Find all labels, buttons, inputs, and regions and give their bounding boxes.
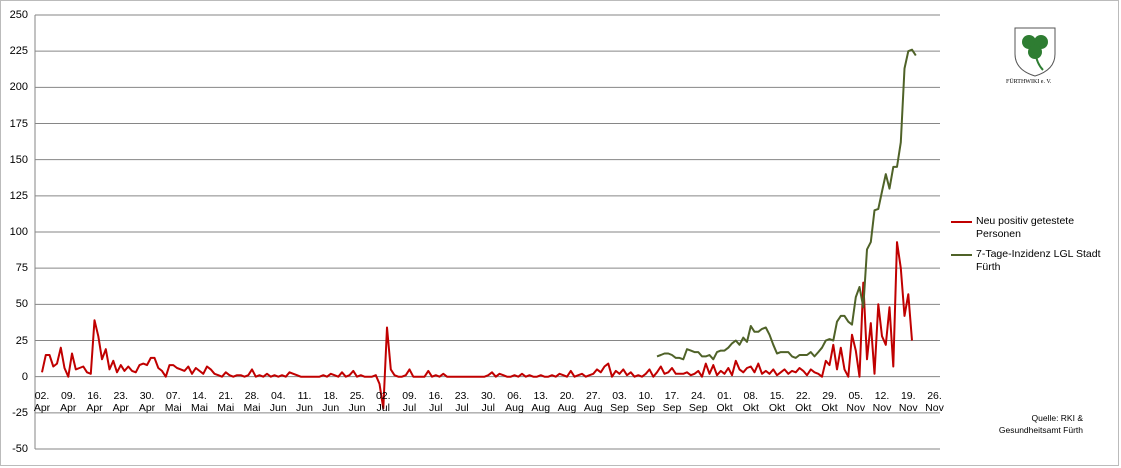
x-tick-label: 24. Sep [688,389,708,414]
y-tick-label: -50 [12,443,28,455]
x-tick-label: 10. Sep [636,389,656,414]
y-tick-label: 75 [15,262,28,275]
x-tick-label: 06. Aug [505,389,524,414]
y-tick-label: 150 [9,153,28,166]
x-tick-label: 21. Mai [217,389,235,414]
x-tick-label: 08. Okt [742,389,759,414]
x-tick-label: 02. Jul [375,389,391,414]
x-tick-label: 28. Mai [243,389,261,414]
y-tick-label: 50 [15,298,28,311]
x-tick-label: 23. Apr [112,389,129,414]
logo-text: FÜRTHWIKI e. V. [1006,79,1052,85]
x-tick-label: 30. Jul [480,389,496,414]
logo [1014,27,1056,77]
x-tick-label: 11. Jun [296,389,313,414]
y-tick-label: -25 [12,406,28,419]
source-line: Quelle: RKI & [1031,413,1084,423]
y-tick-label: 225 [9,45,28,58]
y-tick-label: 25 [15,334,28,347]
source-line: Gesundheitsamt Fürth [998,425,1083,435]
x-tick-label: 14. Mai [191,389,208,414]
x-tick-label: 09. Jul [402,389,417,414]
x-tick-label: 27. Aug [583,389,603,414]
x-tick-label: 12. Nov [872,389,892,414]
x-tick-label: 19. Nov [898,389,918,414]
legend-label: Neu positiv getestete Personen [976,215,1075,240]
y-tick-label: 200 [9,81,28,94]
x-tick-label: 15. Okt [768,389,786,414]
x-tick-label: 25. Jun [348,389,366,414]
y-tick-label: 100 [9,226,28,238]
series-line [41,241,913,410]
x-tick-label: 17. Sep [662,389,682,414]
y-tick-label: 175 [9,117,28,130]
y-tick-label: 250 [9,9,28,21]
x-tick-label: 16. Jul [428,389,444,414]
legend-label: 7-Tage-Inzidenz LGL Stadt Fürth [976,248,1101,273]
x-tick-label: 22. Okt [795,389,812,414]
x-tick-label: 04. Jun [269,389,287,414]
x-tick-label: 05. Nov [846,389,866,414]
x-tick-label: 01. Okt [716,389,733,414]
x-tick-label: 29. Okt [821,389,838,414]
x-tick-label: 07. Mai [164,389,182,414]
x-tick-label: 09. Apr [60,389,77,414]
x-tick-label: 23. Jul [454,389,470,414]
series-line [656,48,917,361]
y-tick-label: 125 [9,189,28,202]
x-tick-label: 18. Jun [322,389,340,414]
x-tick-label: 02. Apr [33,389,51,414]
x-tick-label: 03. Sep [610,389,629,414]
y-tick-label: 0 [21,370,28,383]
x-tick-label: 16. Apr [86,389,103,414]
x-tick-label: 26. Nov [925,389,944,414]
x-tick-label: 13. Aug [531,389,551,414]
x-tick-label: 30. Apr [138,389,156,414]
x-tick-label: 20. Aug [557,389,577,414]
